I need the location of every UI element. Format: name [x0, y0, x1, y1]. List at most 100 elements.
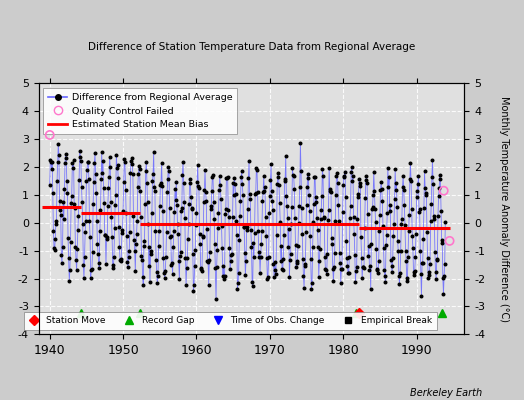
- Point: [226, 258, 235, 264]
- Point: [266, 177, 275, 183]
- Point: [325, 188, 334, 194]
- Point: [184, 221, 193, 228]
- Point: [187, 194, 195, 200]
- Point: [388, 269, 396, 276]
- Point: [221, 272, 229, 279]
- Point: [72, 267, 81, 274]
- Point: [352, 268, 360, 275]
- Point: [144, 221, 152, 227]
- Point: [357, 234, 365, 240]
- Point: [248, 278, 256, 285]
- Point: [70, 201, 79, 208]
- Point: [365, 243, 373, 250]
- Point: [54, 152, 63, 158]
- Point: [217, 196, 225, 202]
- Point: [69, 157, 78, 163]
- Point: [308, 280, 316, 286]
- Point: [69, 164, 77, 171]
- Point: [204, 282, 213, 288]
- Point: [133, 231, 141, 237]
- Point: [438, 240, 446, 246]
- Point: [313, 215, 321, 221]
- Point: [51, 236, 59, 242]
- Point: [419, 236, 428, 243]
- Point: [314, 274, 323, 280]
- Point: [376, 212, 384, 219]
- Point: [161, 268, 169, 274]
- Point: [174, 258, 183, 264]
- Point: [370, 188, 378, 194]
- Point: [234, 270, 243, 276]
- Point: [320, 215, 329, 221]
- Point: [292, 257, 301, 264]
- Point: [113, 165, 121, 171]
- Point: [288, 204, 296, 210]
- Point: [184, 236, 192, 243]
- Point: [315, 258, 323, 264]
- Point: [423, 229, 431, 235]
- Point: [394, 247, 402, 254]
- Point: [215, 173, 224, 179]
- Point: [201, 167, 209, 173]
- Point: [67, 239, 75, 245]
- Point: [50, 244, 58, 251]
- Point: [211, 265, 220, 272]
- Point: [388, 255, 397, 261]
- Legend: Station Move, Record Gap, Time of Obs. Change, Empirical Break: Station Move, Record Gap, Time of Obs. C…: [24, 312, 436, 330]
- Point: [243, 227, 251, 233]
- Point: [417, 271, 425, 277]
- Point: [268, 198, 277, 204]
- Y-axis label: Monthly Temperature Anomaly Difference (°C): Monthly Temperature Anomaly Difference (…: [499, 96, 509, 322]
- Point: [164, 164, 172, 170]
- Point: [182, 282, 190, 288]
- Point: [90, 179, 98, 185]
- Point: [156, 202, 164, 209]
- Point: [295, 203, 303, 210]
- Point: [244, 175, 253, 181]
- Point: [163, 189, 171, 195]
- Point: [123, 258, 132, 265]
- Point: [83, 167, 91, 174]
- Point: [402, 278, 411, 284]
- Point: [277, 243, 286, 249]
- Point: [131, 268, 139, 274]
- Point: [278, 266, 286, 272]
- Point: [323, 250, 332, 257]
- Point: [390, 221, 398, 228]
- Point: [119, 208, 127, 214]
- Point: [172, 178, 180, 185]
- Point: [94, 250, 102, 257]
- Point: [423, 254, 432, 261]
- Point: [342, 194, 350, 200]
- Point: [256, 254, 265, 260]
- Point: [221, 211, 230, 218]
- Point: [65, 278, 73, 284]
- Point: [383, 232, 391, 238]
- Point: [96, 207, 105, 213]
- Point: [182, 265, 191, 272]
- Title: Difference of Station Temperature Data from Regional Average: Difference of Station Temperature Data f…: [88, 42, 415, 52]
- Point: [286, 257, 294, 263]
- Point: [265, 210, 274, 216]
- Point: [441, 218, 450, 225]
- Point: [219, 272, 227, 279]
- Point: [255, 249, 264, 256]
- Point: [345, 253, 354, 260]
- Point: [245, 158, 253, 164]
- Point: [321, 266, 330, 272]
- Point: [212, 296, 220, 302]
- Point: [348, 178, 356, 184]
- Point: [330, 264, 338, 270]
- Point: [80, 254, 89, 260]
- Point: [397, 248, 405, 254]
- Point: [260, 188, 268, 195]
- Point: [309, 219, 318, 225]
- Point: [276, 200, 284, 206]
- Point: [76, 153, 84, 160]
- Point: [189, 288, 198, 294]
- Point: [280, 232, 288, 238]
- Point: [211, 241, 219, 248]
- Point: [344, 270, 353, 276]
- Point: [303, 171, 312, 178]
- Point: [426, 260, 434, 267]
